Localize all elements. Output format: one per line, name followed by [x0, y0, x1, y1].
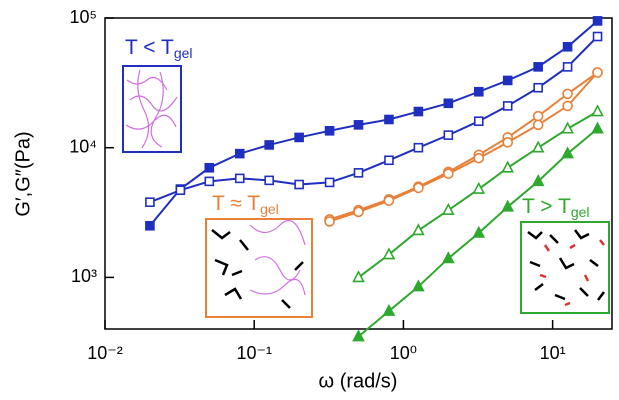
- series-line: [149, 20, 599, 227]
- annotation-text: T ≈ T: [212, 192, 260, 215]
- inset-high: [520, 221, 610, 314]
- x-tick-label: 10¹: [540, 343, 566, 363]
- x-axis-label: ω (rad/s): [319, 370, 398, 392]
- marker: [264, 175, 274, 186]
- marker: [592, 16, 603, 26]
- marker: [443, 168, 454, 180]
- annotation: T ≈ Tgel: [212, 192, 279, 217]
- series-line: [329, 71, 599, 223]
- marker: [562, 62, 573, 72]
- marker: [294, 179, 304, 190]
- annotation-subscript: gel: [571, 204, 590, 220]
- marker: [383, 195, 395, 207]
- marker: [473, 152, 485, 164]
- x-tick-label: 10⁻²: [87, 343, 123, 363]
- marker: [353, 206, 364, 218]
- marker: [412, 279, 425, 292]
- marker: [384, 155, 394, 166]
- marker: [502, 75, 513, 86]
- x-tick-label: 10⁻¹: [236, 343, 272, 363]
- marker: [501, 160, 515, 173]
- marker: [472, 181, 486, 194]
- marker: [382, 247, 396, 260]
- marker: [175, 185, 186, 196]
- marker: [442, 202, 455, 215]
- annotation-text: T > T: [522, 195, 571, 218]
- marker: [592, 31, 603, 42]
- marker: [413, 142, 424, 153]
- marker: [324, 177, 335, 188]
- annotation-subscript: gel: [174, 45, 193, 61]
- y-tick-label: 10⁴: [69, 136, 97, 156]
- marker: [533, 62, 543, 72]
- marker: [264, 140, 274, 150]
- marker: [473, 86, 484, 97]
- marker: [472, 225, 486, 238]
- marker: [384, 114, 394, 125]
- inset-low: [122, 65, 182, 153]
- marker: [353, 168, 364, 178]
- annotation: T > Tgel: [522, 195, 590, 220]
- annotation-subscript: gel: [260, 201, 279, 217]
- marker: [204, 162, 215, 173]
- marker: [294, 132, 304, 143]
- marker: [382, 303, 396, 316]
- marker: [413, 182, 424, 194]
- inset-mid: [205, 218, 313, 318]
- marker: [443, 130, 454, 140]
- marker: [145, 220, 155, 231]
- series-line: [149, 35, 599, 204]
- marker: [502, 101, 513, 111]
- marker: [443, 98, 454, 109]
- marker: [561, 146, 574, 159]
- marker: [234, 173, 245, 184]
- y-tick-label: 10⁵: [70, 7, 97, 27]
- marker: [204, 176, 215, 187]
- marker: [501, 199, 515, 212]
- x-tick-label: 10⁰: [390, 343, 417, 363]
- series-line: [329, 71, 599, 221]
- marker: [531, 174, 545, 187]
- marker: [561, 121, 574, 134]
- y-tick-label: 10³: [71, 266, 97, 286]
- y-axis-label: G′,G″(Pa): [12, 131, 34, 216]
- marker: [562, 100, 573, 112]
- annotation: T < Tgel: [125, 36, 193, 61]
- marker: [234, 148, 245, 159]
- marker: [562, 41, 573, 52]
- marker: [473, 116, 484, 127]
- marker: [442, 251, 455, 264]
- marker: [591, 121, 604, 134]
- marker: [531, 140, 545, 153]
- marker: [592, 67, 603, 78]
- marker: [533, 82, 543, 93]
- marker: [532, 119, 544, 131]
- marker: [324, 216, 335, 227]
- marker: [352, 329, 365, 342]
- marker: [591, 104, 604, 117]
- annotation-text: T < T: [125, 36, 174, 59]
- marker: [532, 110, 544, 122]
- marker: [145, 197, 155, 207]
- marker: [502, 137, 514, 148]
- marker: [353, 120, 364, 130]
- marker: [412, 223, 425, 236]
- marker: [352, 270, 365, 283]
- plot-frame: [104, 17, 613, 330]
- marker: [324, 125, 335, 136]
- marker: [413, 106, 424, 117]
- marker: [562, 88, 573, 100]
